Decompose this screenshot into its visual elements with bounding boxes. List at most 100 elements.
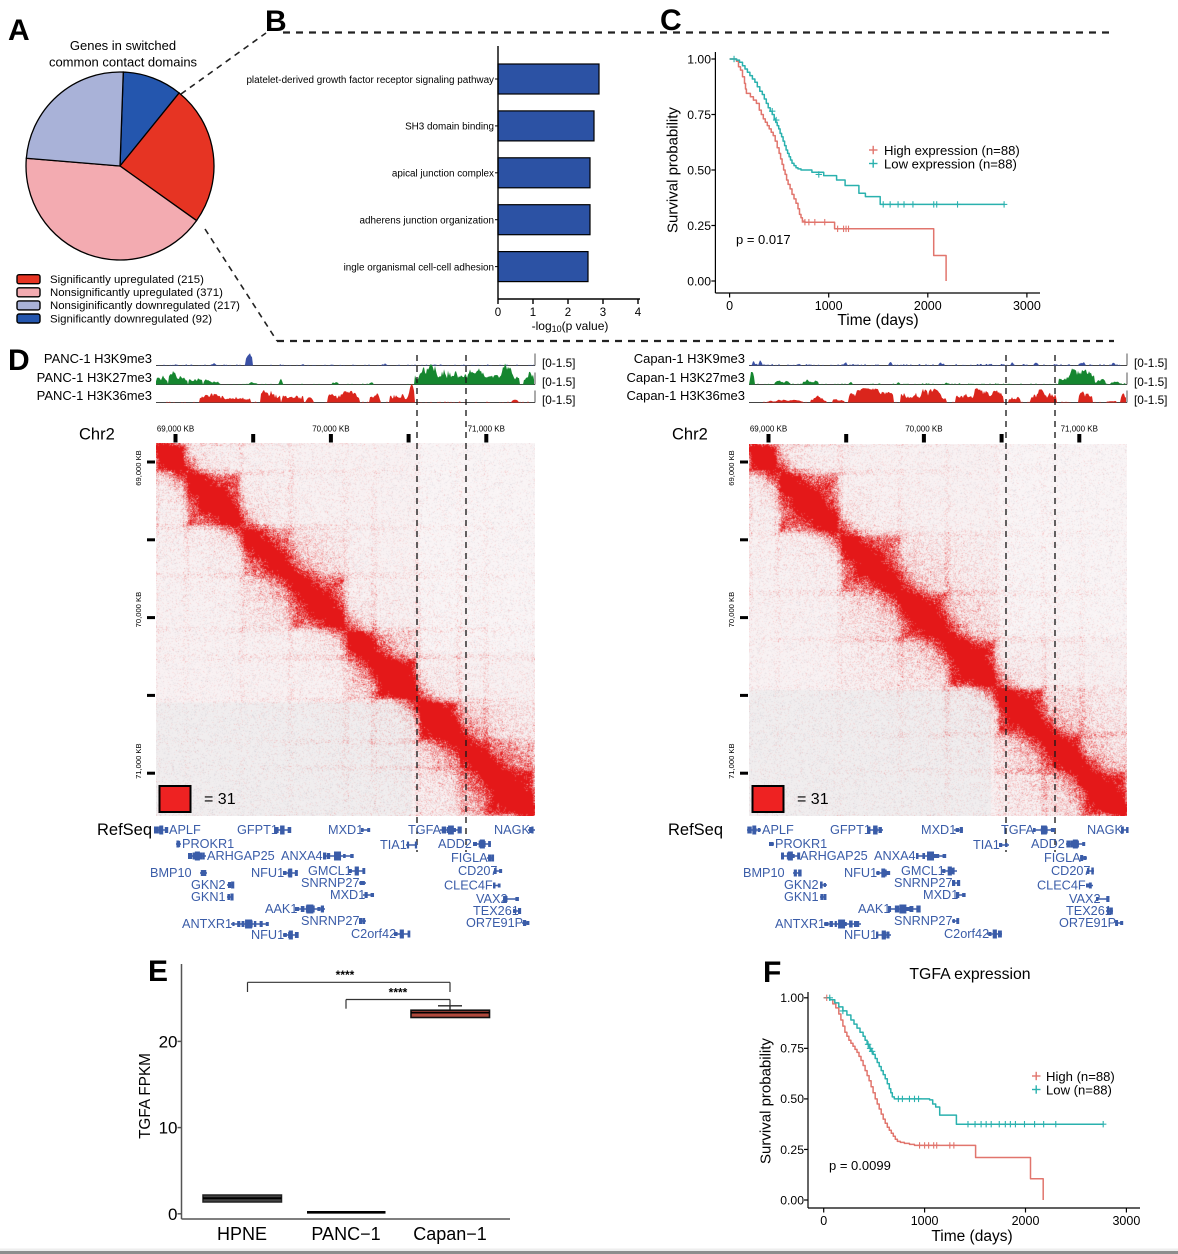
svg-text:70,000 KB: 70,000 KB <box>134 592 143 627</box>
svg-text:ADD2: ADD2 <box>1031 837 1065 851</box>
svg-text:71,000 KB: 71,000 KB <box>1061 425 1098 434</box>
svg-text:ARHGAP25: ARHGAP25 <box>800 849 868 863</box>
svg-text:70,000 KB: 70,000 KB <box>727 592 736 627</box>
svg-text:TEX261: TEX261 <box>473 904 519 918</box>
svg-text:ANXA4: ANXA4 <box>874 849 916 863</box>
svg-text:TIA1: TIA1 <box>973 838 1000 852</box>
svg-text:HPNE: HPNE <box>217 1224 267 1244</box>
svg-text:Survival probability: Survival probability <box>758 1038 775 1164</box>
svg-text:High (n=88): High (n=88) <box>1046 1069 1115 1084</box>
svg-text:69,000 KB: 69,000 KB <box>750 425 787 434</box>
svg-text:APLF: APLF <box>169 823 201 837</box>
svg-text:E: E <box>148 955 168 988</box>
svg-text:-log10(p value): -log10(p value) <box>532 319 609 334</box>
svg-text:SH3 domain binding: SH3 domain binding <box>405 122 494 133</box>
svg-text:MXD1: MXD1 <box>923 888 958 902</box>
svg-text:SNRNP27: SNRNP27 <box>894 876 953 890</box>
svg-text:71,000 KB: 71,000 KB <box>134 743 143 778</box>
svg-text:Capan−1: Capan−1 <box>413 1224 487 1244</box>
svg-text:69,000 KB: 69,000 KB <box>157 425 194 434</box>
svg-text:D: D <box>8 344 30 377</box>
svg-text:GKN2: GKN2 <box>191 878 226 892</box>
svg-text:MXD1: MXD1 <box>330 888 365 902</box>
svg-text:[0-1.5]: [0-1.5] <box>1134 393 1167 407</box>
svg-text:OR7E91P: OR7E91P <box>1059 916 1116 930</box>
svg-text:GKN2: GKN2 <box>784 878 819 892</box>
svg-text:MXD1: MXD1 <box>921 823 956 837</box>
svg-text:C2orf42: C2orf42 <box>944 927 989 941</box>
svg-text:Capan-1 H3K9me3: Capan-1 H3K9me3 <box>634 351 745 366</box>
svg-text:GKN1: GKN1 <box>784 890 819 904</box>
svg-text:TGFA: TGFA <box>408 823 442 837</box>
svg-text:ANXA4: ANXA4 <box>281 849 323 863</box>
svg-text:1.00: 1.00 <box>687 52 711 66</box>
svg-text:MXD1: MXD1 <box>328 823 363 837</box>
svg-text:common contact domains: common contact domains <box>49 55 198 70</box>
svg-text:1000: 1000 <box>815 299 843 313</box>
svg-text:TGFA expression: TGFA expression <box>909 966 1030 983</box>
svg-text:70,000 KB: 70,000 KB <box>905 425 942 434</box>
svg-text:ADD2: ADD2 <box>438 837 472 851</box>
svg-text:TIA1: TIA1 <box>380 838 407 852</box>
svg-text:PANC-1 H3K9me3: PANC-1 H3K9me3 <box>44 351 152 366</box>
svg-text:SNRNP27: SNRNP27 <box>301 876 360 890</box>
svg-text:Nonsiginificantly downregulate: Nonsiginificantly downregulated (217) <box>50 300 240 312</box>
svg-text:Significantly downregulated (9: Significantly downregulated (92) <box>50 313 212 325</box>
svg-text:0.25: 0.25 <box>687 219 711 233</box>
svg-text:10: 10 <box>159 1119 178 1138</box>
svg-text:Survival probability: Survival probability <box>665 107 682 233</box>
svg-text:1.00: 1.00 <box>780 991 804 1005</box>
svg-text:69,000 KB: 69,000 KB <box>727 450 736 485</box>
svg-text:Low expression (n=88): Low expression (n=88) <box>884 157 1017 172</box>
svg-text:0.50: 0.50 <box>780 1092 804 1106</box>
svg-text:71,000 KB: 71,000 KB <box>468 425 505 434</box>
svg-text:ANTXR1: ANTXR1 <box>775 917 825 931</box>
svg-text:2000: 2000 <box>1012 1214 1040 1228</box>
svg-text:Capan-1 H3K36me3: Capan-1 H3K36me3 <box>626 388 745 403</box>
svg-text:0.75: 0.75 <box>780 1042 804 1056</box>
svg-text:2: 2 <box>565 307 571 319</box>
svg-text:Nonsignificantly upregulated (: Nonsignificantly upregulated (371) <box>50 287 223 299</box>
svg-text:[0-1.5]: [0-1.5] <box>1134 356 1167 370</box>
svg-text:0.75: 0.75 <box>687 108 711 122</box>
svg-text:[0-1.5]: [0-1.5] <box>542 393 575 407</box>
svg-text:GMCL1: GMCL1 <box>308 864 352 878</box>
svg-text:69,000 KB: 69,000 KB <box>134 450 143 485</box>
svg-text:2000: 2000 <box>914 299 942 313</box>
svg-text:0: 0 <box>168 1205 177 1224</box>
svg-text:RefSeq: RefSeq <box>97 821 152 839</box>
svg-text:ANTXR1: ANTXR1 <box>182 917 232 931</box>
svg-text:20: 20 <box>159 1032 178 1051</box>
svg-text:VAX2: VAX2 <box>476 892 508 906</box>
svg-text:PROKR1: PROKR1 <box>182 837 234 851</box>
svg-text:A: A <box>8 14 30 47</box>
svg-text:ARHGAP25: ARHGAP25 <box>207 849 275 863</box>
svg-text:FIGLA: FIGLA <box>451 851 488 865</box>
svg-text:= 31: = 31 <box>797 791 829 808</box>
svg-text:C2orf42: C2orf42 <box>351 927 396 941</box>
svg-text:1000: 1000 <box>911 1214 939 1228</box>
svg-text:GFPT1: GFPT1 <box>237 823 278 837</box>
svg-text:3000: 3000 <box>1013 299 1041 313</box>
svg-text:p = 0.017: p = 0.017 <box>736 232 791 247</box>
svg-text:Chr2: Chr2 <box>672 426 708 444</box>
svg-text:Low (n=88): Low (n=88) <box>1046 1083 1112 1098</box>
svg-text:TGFA: TGFA <box>1001 823 1035 837</box>
svg-text:NAGK: NAGK <box>494 823 530 837</box>
svg-text:NFU1: NFU1 <box>251 866 284 880</box>
svg-text:PANC-1 H3K36me3: PANC-1 H3K36me3 <box>37 388 152 403</box>
svg-text:= 31: = 31 <box>204 791 236 808</box>
svg-text:OR7E91P: OR7E91P <box>466 916 523 930</box>
svg-text:71,000 KB: 71,000 KB <box>727 743 736 778</box>
svg-text:FIGLA: FIGLA <box>1044 851 1081 865</box>
svg-text:3: 3 <box>600 307 606 319</box>
svg-text:AAK1: AAK1 <box>858 902 890 916</box>
svg-text:****: **** <box>336 968 355 982</box>
svg-text:p = 0.0099: p = 0.0099 <box>829 1158 891 1173</box>
svg-text:0.00: 0.00 <box>780 1193 804 1207</box>
svg-text:BMP10: BMP10 <box>743 866 785 880</box>
svg-text:adherens junction organization: adherens junction organization <box>359 216 494 227</box>
svg-text:TGFA FPKM: TGFA FPKM <box>137 1053 154 1139</box>
svg-text:ingle organismal cell-cell adh: ingle organismal cell-cell adhesion <box>344 262 494 273</box>
svg-text:BMP10: BMP10 <box>150 866 192 880</box>
